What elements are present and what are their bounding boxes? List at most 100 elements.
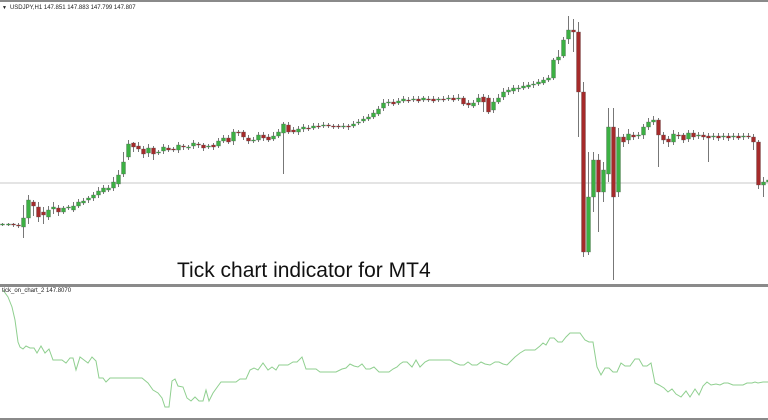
candle xyxy=(26,195,31,224)
candle xyxy=(686,130,691,142)
candle xyxy=(321,122,326,128)
candle xyxy=(151,146,156,160)
candle xyxy=(126,140,131,160)
candle xyxy=(191,140,196,149)
bottom-border xyxy=(0,418,768,420)
candle xyxy=(286,122,291,134)
symbol-header: ▼ USDJPY,H1 147.851 147.883 147.799 147.… xyxy=(2,5,136,11)
candle xyxy=(46,206,51,220)
candle xyxy=(636,132,641,139)
candle xyxy=(531,81,536,88)
candle xyxy=(581,82,586,257)
candle xyxy=(101,185,106,194)
candle xyxy=(481,94,486,112)
candle xyxy=(231,129,236,145)
indicator-pane[interactable]: tick_on_chart_2 147.8070 xyxy=(0,287,768,418)
candle xyxy=(266,134,271,142)
main-chart-pane[interactable]: ▼ USDJPY,H1 147.851 147.883 147.799 147.… xyxy=(0,2,768,284)
candle xyxy=(381,99,386,111)
candle xyxy=(301,124,306,132)
candle xyxy=(641,124,646,139)
candle xyxy=(66,205,71,210)
candle xyxy=(746,133,751,139)
candle xyxy=(436,97,441,102)
candle xyxy=(751,134,756,150)
candle xyxy=(291,127,296,134)
candle xyxy=(691,130,696,140)
indicator-line-chart[interactable] xyxy=(0,287,768,418)
candle xyxy=(556,50,561,64)
candle xyxy=(646,118,651,130)
candle xyxy=(216,138,221,148)
candle xyxy=(376,106,381,116)
candle xyxy=(516,85,521,92)
candle xyxy=(206,144,211,149)
candle xyxy=(431,96,436,103)
candle xyxy=(766,179,768,183)
candle xyxy=(171,147,176,152)
candle xyxy=(221,135,226,143)
candle xyxy=(116,170,121,187)
candle xyxy=(316,123,321,129)
candle xyxy=(11,223,16,227)
candle xyxy=(146,144,151,157)
candle xyxy=(281,122,286,174)
candle xyxy=(631,132,636,140)
candle xyxy=(186,145,191,150)
candle xyxy=(611,108,616,280)
candle xyxy=(476,94,481,105)
candle xyxy=(736,133,741,140)
candle xyxy=(336,124,341,129)
candle xyxy=(501,88,506,100)
candle xyxy=(711,133,716,140)
candle xyxy=(96,187,101,198)
candle xyxy=(141,146,146,158)
candle xyxy=(416,96,421,103)
candle xyxy=(341,123,346,129)
candle xyxy=(756,140,761,189)
candle xyxy=(651,116,656,125)
candle xyxy=(461,96,466,106)
candle xyxy=(576,22,581,137)
candle xyxy=(81,198,86,205)
candle xyxy=(401,96,406,103)
candle xyxy=(21,205,26,238)
candle xyxy=(596,154,601,232)
candle xyxy=(451,95,456,102)
candle xyxy=(201,143,206,151)
candle xyxy=(496,94,501,104)
candle xyxy=(271,132,276,141)
candle xyxy=(36,202,41,222)
candle xyxy=(6,223,11,226)
candle xyxy=(661,132,666,144)
candle xyxy=(601,162,606,202)
candle xyxy=(411,96,416,102)
candle xyxy=(456,94,461,101)
candle xyxy=(91,192,96,201)
candlestick-chart[interactable] xyxy=(0,2,768,284)
candle xyxy=(546,75,551,82)
candle xyxy=(666,136,671,147)
candle xyxy=(591,152,596,212)
candle xyxy=(156,150,161,155)
candle xyxy=(656,118,661,167)
candle xyxy=(616,128,621,197)
indicator-line xyxy=(2,289,768,408)
candle xyxy=(396,98,401,105)
candle xyxy=(671,130,676,145)
candle xyxy=(131,142,136,152)
candle xyxy=(681,133,686,143)
candle xyxy=(471,100,476,108)
chevron-down-icon[interactable]: ▼ xyxy=(2,5,7,11)
candle xyxy=(76,199,81,208)
candle xyxy=(721,133,726,140)
candle xyxy=(361,116,366,123)
candle xyxy=(56,205,61,216)
candle xyxy=(741,133,746,140)
candle xyxy=(386,99,391,106)
candle xyxy=(521,82,526,90)
candle xyxy=(61,206,66,214)
pane-divider[interactable] xyxy=(0,284,768,287)
candle xyxy=(351,121,356,128)
candle xyxy=(466,100,471,108)
